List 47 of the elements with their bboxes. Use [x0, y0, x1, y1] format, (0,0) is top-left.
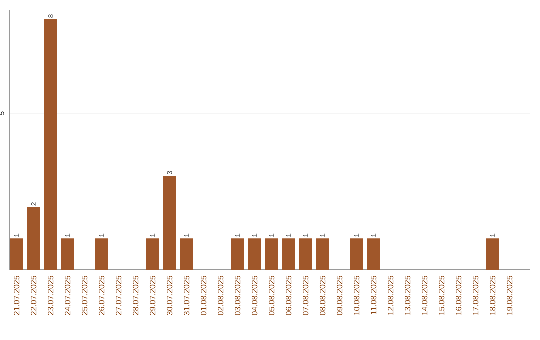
x-tick-label: 03.08.2025	[234, 276, 241, 316]
x-tick-label: 04.08.2025	[252, 276, 258, 316]
bar	[44, 19, 58, 270]
x-tick-label: 22.07.2025	[30, 276, 37, 316]
x-tick-label: 18.08.2025	[490, 276, 496, 316]
x-tick-label: 16.08.2025	[456, 276, 462, 316]
x-tick-label: 17.08.2025	[472, 276, 479, 316]
x-tick-label: 14.08.2025	[422, 276, 428, 316]
x-tick-label: 25.07.2025	[82, 276, 88, 316]
x-tick-label: 29.07.2025	[150, 276, 156, 316]
bar	[27, 207, 40, 270]
bar	[146, 238, 160, 270]
bar	[282, 238, 296, 270]
x-tick-label: 27.07.2025	[116, 276, 122, 316]
x-tick-label: 21.07.2025	[14, 276, 20, 316]
bar	[265, 238, 278, 270]
x-tick-label: 13.08.2025	[404, 276, 411, 316]
bar	[316, 238, 330, 270]
x-tick-label: 31.07.2025	[184, 276, 190, 316]
bar	[231, 238, 244, 270]
bar	[350, 238, 364, 270]
x-tick-label: 09.08.2025	[336, 276, 343, 316]
bar	[248, 238, 262, 270]
x-tick-label: 02.08.2025	[218, 276, 224, 316]
bar	[299, 238, 312, 270]
x-tick-label: 24.07.2025	[64, 276, 71, 316]
x-tick-label: 15.08.2025	[438, 276, 445, 316]
x-tick-label: 01.08.2025	[200, 276, 207, 316]
x-tick-label: 19.08.2025	[506, 276, 513, 316]
x-tick-label: 28.07.2025	[132, 276, 139, 316]
bar	[367, 238, 380, 270]
x-tick-label: 23.07.2025	[48, 276, 54, 316]
x-tick-label: 26.07.2025	[98, 276, 105, 316]
x-tick-label: 06.08.2025	[286, 276, 292, 316]
bar	[486, 238, 500, 270]
bar	[61, 238, 74, 270]
bar	[95, 238, 108, 270]
x-tick-label: 07.08.2025	[302, 276, 309, 316]
bar	[180, 238, 194, 270]
bar	[10, 238, 24, 270]
x-tick-label: 12.08.2025	[388, 276, 394, 316]
x-tick-label: 10.08.2025	[354, 276, 360, 316]
x-tick-label: 30.07.2025	[166, 276, 173, 316]
bar	[163, 176, 176, 270]
x-tick-label: 05.08.2025	[268, 276, 275, 316]
x-tick-label: 11.08.2025	[370, 276, 377, 314]
x-tick-label: 08.08.2025	[320, 276, 326, 316]
